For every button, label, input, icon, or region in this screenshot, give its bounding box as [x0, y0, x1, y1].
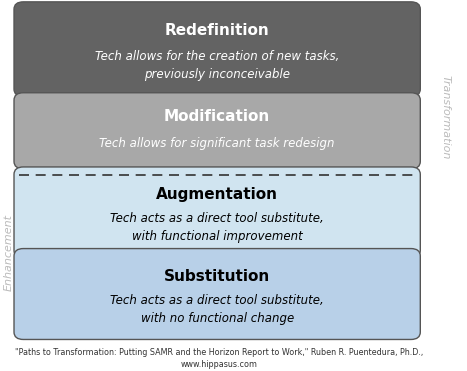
Text: Substitution: Substitution	[164, 269, 270, 284]
Text: Modification: Modification	[164, 109, 270, 124]
Text: Enhancement: Enhancement	[3, 214, 14, 291]
Text: Tech acts as a direct tool substitute,
with no functional change: Tech acts as a direct tool substitute, w…	[110, 294, 324, 325]
Text: Transformation: Transformation	[441, 75, 451, 159]
Text: Tech acts as a direct tool substitute,
with functional improvement: Tech acts as a direct tool substitute, w…	[110, 212, 324, 243]
Text: Redefinition: Redefinition	[165, 23, 269, 38]
FancyBboxPatch shape	[14, 167, 420, 258]
Text: "Paths to Transformation: Putting SAMR and the Horizon Report to Work," Ruben R.: "Paths to Transformation: Putting SAMR a…	[15, 348, 424, 369]
FancyBboxPatch shape	[14, 249, 420, 339]
Text: Tech allows for significant task redesign: Tech allows for significant task redesig…	[99, 137, 335, 150]
FancyBboxPatch shape	[14, 93, 420, 169]
FancyBboxPatch shape	[14, 2, 420, 96]
Text: Augmentation: Augmentation	[156, 187, 278, 203]
Text: Tech allows for the creation of new tasks,
previously inconceivable: Tech allows for the creation of new task…	[95, 50, 340, 81]
